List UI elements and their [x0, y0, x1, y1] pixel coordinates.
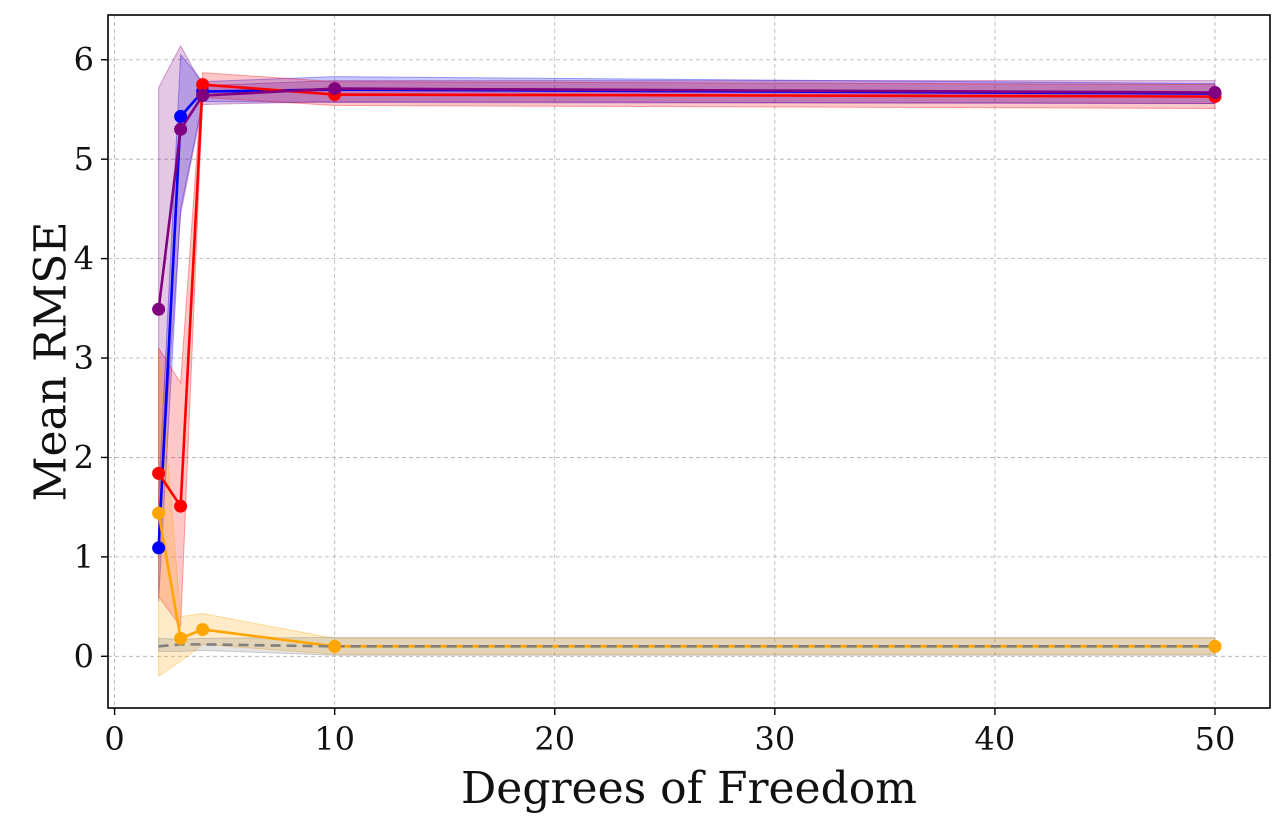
y-axis-title: Mean RMSE: [25, 221, 76, 501]
series-1-band: [158, 72, 1216, 628]
y-tick-label: 0: [74, 637, 94, 675]
x-tick-label: 10: [314, 720, 355, 758]
series-markers: [152, 78, 1222, 653]
series-2-point: [196, 89, 210, 103]
series-3-point: [328, 639, 342, 653]
series-1-point: [196, 78, 210, 92]
series-3-band: [158, 348, 1216, 678]
y-tick-label: 1: [74, 538, 94, 576]
series-0-band: [158, 53, 1216, 602]
axis-ticks: 0 10 20 30 40 50 0 1 2 3 4 5 6: [74, 41, 1236, 758]
series-1-point: [152, 466, 166, 480]
series-3-point: [174, 631, 188, 645]
series-1-point: [174, 499, 188, 513]
x-tick-label: 50: [1195, 720, 1236, 758]
series-4-line: [158, 643, 1215, 648]
y-tick-label: 4: [74, 240, 94, 278]
series-2-point: [1208, 86, 1222, 100]
x-tick-label: 40: [975, 720, 1016, 758]
series-2-point: [174, 122, 188, 136]
x-tick-label: 0: [104, 720, 124, 758]
series-2-point: [152, 302, 166, 316]
series-0-line: [157, 88, 1215, 548]
grid: [108, 15, 1270, 708]
series-2-line: [157, 87, 1215, 310]
y-tick-label: 2: [74, 438, 94, 476]
series-3-line: [157, 512, 1215, 648]
x-axis-title: Degrees of Freedom: [461, 763, 917, 814]
confidence-bands: [158, 44, 1216, 678]
y-tick-label: 3: [74, 339, 94, 377]
x-tick-label: 30: [754, 720, 795, 758]
y-tick-label: 6: [74, 41, 94, 79]
x-tick-label: 20: [534, 720, 575, 758]
series-3-point: [1208, 639, 1222, 653]
series-0-point: [174, 109, 188, 123]
series-2-band: [158, 44, 1216, 528]
series-2-point: [328, 82, 342, 96]
series-3-point: [152, 506, 166, 520]
y-tick-label: 5: [74, 140, 94, 178]
plot-frame: [107, 14, 1271, 709]
series-0-point: [152, 541, 166, 555]
series-3-point: [196, 622, 210, 636]
series-1-line: [157, 83, 1215, 508]
series-lines: [157, 83, 1215, 648]
